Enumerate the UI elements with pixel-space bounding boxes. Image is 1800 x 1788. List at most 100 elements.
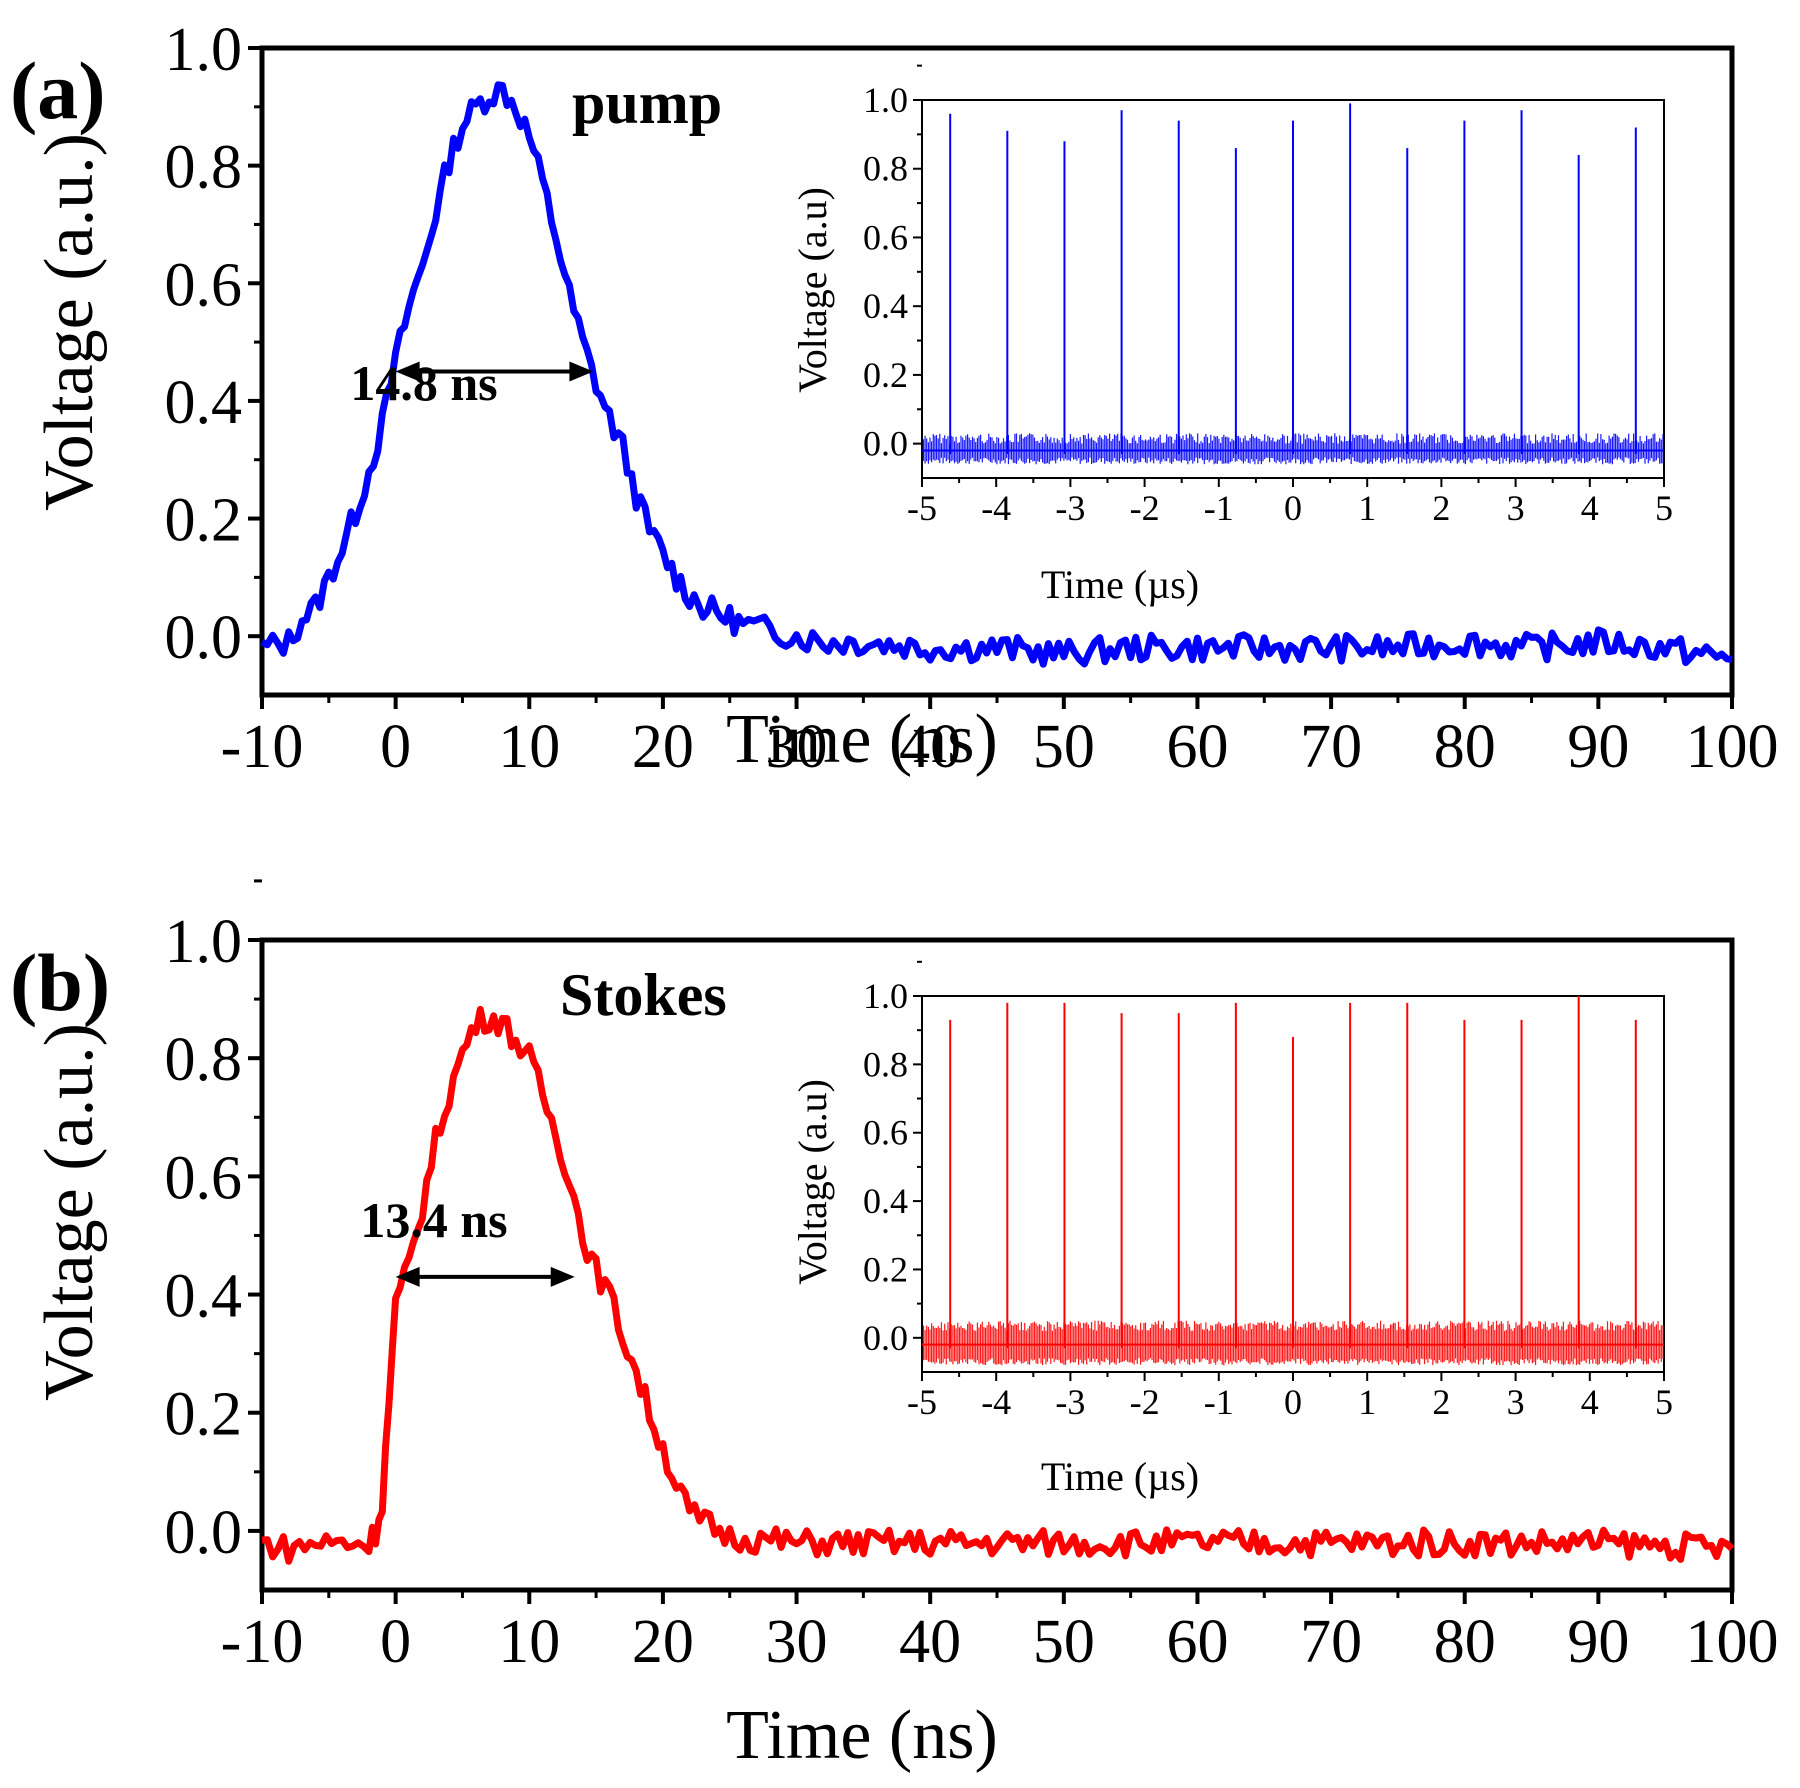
panel-b-ytick-label: 0.2	[165, 1381, 243, 1449]
panel-a-ytick-label: 0.6	[165, 251, 243, 319]
panel-a-plot	[248, 45, 1735, 709]
panel-a-y-axis-title: Voltage (a.u.)	[31, 133, 108, 511]
panel-b-series-label: Stokes	[560, 962, 727, 1028]
panel-a-inset	[913, 64, 1665, 487]
panel-b-inset-xtick-label: -2	[1130, 1382, 1160, 1422]
panel-a-xtick-label: -10	[221, 713, 304, 781]
panel-a-inset-xtick-label: -4	[981, 488, 1011, 528]
panel-b-inset	[913, 960, 1665, 1381]
panel-b: (b) Stokes 0.0 0.2 0.4 0.6 0.8 1.0 -10 0…	[10, 879, 1779, 1774]
panel-a-inset-xtick-label: -3	[1055, 488, 1085, 528]
panel-a-xtick-label: 0	[380, 713, 411, 781]
panel-b-ytick-label: 1.0	[165, 908, 243, 976]
panel-b-xtick-label: 90	[1567, 1608, 1629, 1676]
panel-b-pulse-trace	[261, 1005, 1735, 1565]
panel-b-label: (b)	[10, 937, 110, 1028]
panel-a-fwhm-label: 14.8 ns	[350, 355, 497, 411]
panel-a-xtick-label: 20	[632, 713, 694, 781]
panel-b-xtick-label: 70	[1300, 1608, 1362, 1676]
panel-a-inset-x-ticks: -5 -4 -3 -2 -1 0 1 2 3 4 5	[907, 488, 1673, 528]
panel-b-inset-xtick-label: 0	[1284, 1382, 1302, 1422]
panel-b-fwhm-arrowhead-left	[395, 1266, 420, 1287]
panel-a-inset-xtick-label: 0	[1284, 488, 1302, 528]
panel-a-xtick-label: 40	[899, 713, 961, 781]
panel-a-inset-x-axis-title: Time (µs)	[1041, 562, 1199, 607]
panel-b-inset-y-ticks: 0.0 0.2 0.4 0.6 0.8 1.0	[863, 976, 908, 1358]
panel-a-ytick-label: 0.0	[165, 604, 243, 672]
panel-a-series-label: pump	[572, 70, 722, 136]
panel-a-inset-ytick-label: 0.4	[863, 286, 908, 326]
panel-a: (a) pump 0.0 0.2 0.4 0.6 0.8 1.0 -10 0 1…	[10, 16, 1779, 781]
panel-a-y-ticks: 0.0 0.2 0.4 0.6 0.8 1.0	[165, 16, 243, 672]
panel-b-ytick-label: 0.4	[165, 1263, 243, 1331]
panel-a-xtick-label: 90	[1567, 713, 1629, 781]
panel-b-xtick-label: 60	[1166, 1608, 1228, 1676]
panel-b-inset-ytick-label: 0.0	[863, 1318, 908, 1358]
panel-a-fwhm-arrowhead-right	[569, 361, 594, 382]
panel-a-inset-ytick-label: 1.0	[863, 80, 908, 120]
panel-a-inset-xtick-label: -5	[907, 488, 937, 528]
panel-a-inset-y-ticks: 0.0 0.2 0.4 0.6 0.8 1.0	[863, 80, 908, 464]
panel-a-ytick-label: 0.4	[165, 369, 243, 437]
panel-b-inset-x-axis-title: Time (µs)	[1041, 1454, 1199, 1499]
panel-a-inset-xtick-label: 4	[1581, 488, 1599, 528]
panel-b-inset-xtick-label: -3	[1055, 1382, 1085, 1422]
panel-b-xtick-label: 0	[380, 1608, 411, 1676]
panel-b-inset-xtick-label: 2	[1432, 1382, 1450, 1422]
panel-a-xtick-label: 10	[498, 713, 560, 781]
panel-a-xtick-label: 50	[1033, 713, 1095, 781]
panel-a-x-ticks: -10 0 10 20 30 40 50 60 70 80 90 100	[221, 713, 1779, 781]
panel-b-xtick-label: 30	[766, 1608, 828, 1676]
panel-b-inset-xtick-label: -1	[1204, 1382, 1234, 1422]
panel-a-inset-xtick-label: -2	[1130, 488, 1160, 528]
panel-b-fwhm-arrowhead-right	[550, 1266, 575, 1287]
panel-b-inset-xtick-label: 4	[1581, 1382, 1599, 1422]
panel-b-inset-xtick-label: -5	[907, 1382, 937, 1422]
panel-a-fwhm-arrowhead-left	[395, 361, 420, 382]
panel-b-plot	[248, 879, 1735, 1604]
panel-a-inset-xtick-label: 3	[1507, 488, 1525, 528]
panel-a-xtick-label: 70	[1300, 713, 1362, 781]
panel-a-inset-ytick-label: 0.2	[863, 355, 908, 395]
panel-b-fwhm-label: 13.4 ns	[360, 1192, 507, 1248]
panel-b-ytick-label: 0.6	[165, 1144, 243, 1212]
panel-b-xtick-label: 10	[498, 1608, 560, 1676]
panel-b-xtick-label: 50	[1033, 1608, 1095, 1676]
panel-b-inset-y-axis-title: Voltage (a.u)	[790, 1079, 835, 1285]
panel-a-inset-xtick-label: 2	[1432, 488, 1450, 528]
panel-b-inset-ytick-label: 0.6	[863, 1113, 908, 1153]
panel-b-inset-xtick-label: 3	[1507, 1382, 1525, 1422]
panel-b-inset-x-ticks: -5 -4 -3 -2 -1 0 1 2 3 4 5	[907, 1382, 1673, 1422]
panel-a-label: (a)	[10, 45, 106, 136]
panel-b-ytick-label: 0.0	[165, 1499, 243, 1567]
panel-a-ytick-label: 1.0	[165, 16, 243, 84]
panel-b-inset-ytick-label: 0.2	[863, 1249, 908, 1289]
panel-a-xtick-label: 60	[1166, 713, 1228, 781]
panel-b-ytick-label: 0.8	[165, 1026, 243, 1094]
panel-b-inset-ytick-label: 0.8	[863, 1044, 908, 1084]
panel-b-y-axis-title: Voltage (a.u.)	[31, 1023, 108, 1401]
panel-b-x-ticks: -10 0 10 20 30 40 50 60 70 80 90 100	[221, 1608, 1779, 1676]
panel-a-inset-y-axis-title: Voltage (a.u)	[790, 187, 835, 393]
panel-a-ytick-label: 0.8	[165, 134, 243, 202]
panel-a-inset-xtick-label: 5	[1655, 488, 1673, 528]
panel-b-inset-ytick-label: 0.4	[863, 1181, 908, 1221]
panel-b-xtick-label: 40	[899, 1608, 961, 1676]
panel-a-inset-xtick-label: 1	[1358, 488, 1376, 528]
panel-a-xtick-label: 100	[1686, 713, 1779, 781]
panel-a-ytick-label: 0.2	[165, 487, 243, 555]
panel-a-inset-xtick-label: -1	[1204, 488, 1234, 528]
panel-a-inset-ytick-label: 0.8	[863, 149, 908, 189]
panel-b-y-ticks: 0.0 0.2 0.4 0.6 0.8 1.0	[165, 908, 243, 1567]
panel-b-xtick-label: 100	[1686, 1608, 1779, 1676]
panel-a-x-axis-title: Time (ns)	[726, 701, 998, 778]
panel-b-inset-xtick-label: 1	[1358, 1382, 1376, 1422]
panel-b-xtick-label: -10	[221, 1608, 304, 1676]
panel-a-pulse-trace	[260, 81, 1733, 668]
panel-a-inset-ytick-label: 0.0	[863, 424, 908, 464]
panel-b-x-axis-title: Time (ns)	[726, 1697, 998, 1774]
panel-b-inset-ytick-label: 1.0	[863, 976, 908, 1016]
panel-a-xtick-label: 80	[1434, 713, 1496, 781]
panel-a-xtick-label: 30	[766, 713, 828, 781]
